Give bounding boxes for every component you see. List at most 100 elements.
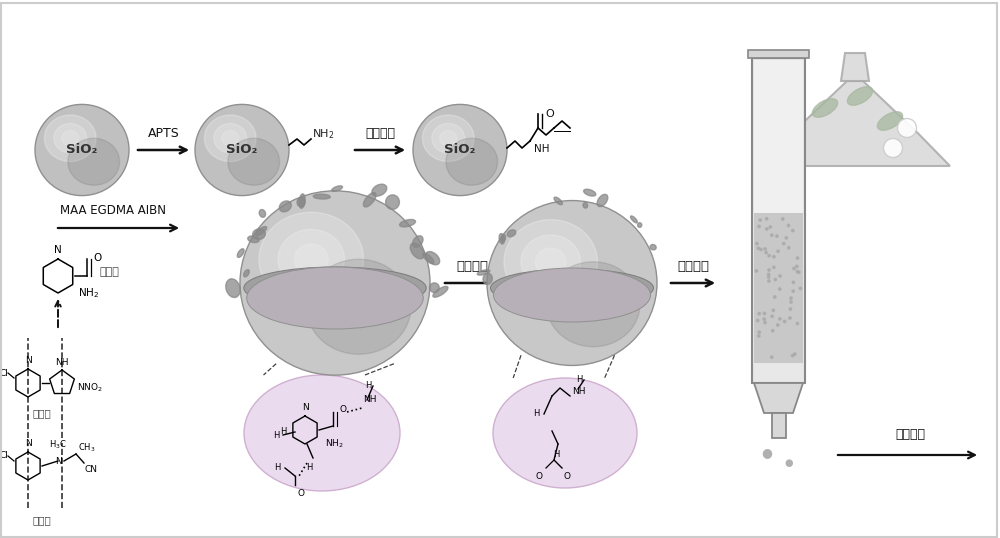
Ellipse shape bbox=[62, 131, 79, 146]
Circle shape bbox=[796, 265, 798, 267]
Text: 洗去模板: 洗去模板 bbox=[456, 260, 488, 273]
Ellipse shape bbox=[423, 253, 434, 264]
Ellipse shape bbox=[248, 236, 259, 243]
Circle shape bbox=[788, 246, 790, 249]
Text: H: H bbox=[273, 430, 279, 440]
Circle shape bbox=[796, 271, 799, 273]
Ellipse shape bbox=[244, 267, 426, 309]
Ellipse shape bbox=[504, 220, 597, 304]
Ellipse shape bbox=[432, 123, 465, 153]
Text: H: H bbox=[553, 450, 559, 459]
Circle shape bbox=[796, 257, 799, 259]
Text: ●: ● bbox=[784, 458, 793, 468]
Circle shape bbox=[767, 273, 770, 275]
Ellipse shape bbox=[493, 378, 637, 488]
Circle shape bbox=[772, 330, 774, 332]
Circle shape bbox=[794, 353, 796, 355]
Ellipse shape bbox=[244, 270, 249, 277]
Text: 湿法装柱: 湿法装柱 bbox=[677, 260, 709, 273]
Ellipse shape bbox=[278, 229, 344, 289]
Text: APTS: APTS bbox=[148, 127, 179, 140]
Polygon shape bbox=[841, 53, 869, 81]
Text: NH$_2$: NH$_2$ bbox=[325, 437, 343, 450]
Ellipse shape bbox=[650, 244, 656, 250]
Circle shape bbox=[773, 266, 775, 268]
Circle shape bbox=[755, 270, 758, 272]
Text: CN: CN bbox=[84, 465, 97, 475]
Text: 茶提取物: 茶提取物 bbox=[895, 428, 925, 441]
Ellipse shape bbox=[256, 226, 267, 235]
Ellipse shape bbox=[521, 235, 580, 288]
Ellipse shape bbox=[214, 123, 247, 153]
Text: NNO$_2$: NNO$_2$ bbox=[77, 382, 103, 394]
Ellipse shape bbox=[487, 201, 657, 365]
Circle shape bbox=[758, 313, 760, 315]
Circle shape bbox=[774, 296, 776, 298]
Ellipse shape bbox=[433, 286, 448, 297]
Circle shape bbox=[771, 234, 773, 236]
Circle shape bbox=[779, 317, 781, 320]
Text: NH$_2$: NH$_2$ bbox=[78, 286, 100, 300]
Ellipse shape bbox=[35, 104, 129, 196]
Circle shape bbox=[782, 218, 784, 220]
Ellipse shape bbox=[446, 138, 498, 185]
Text: NH: NH bbox=[363, 395, 376, 405]
Text: O: O bbox=[297, 489, 304, 498]
Circle shape bbox=[756, 320, 759, 322]
Circle shape bbox=[769, 226, 772, 228]
Text: H: H bbox=[306, 463, 312, 472]
Text: SiO₂: SiO₂ bbox=[66, 144, 98, 157]
Circle shape bbox=[772, 309, 775, 312]
Circle shape bbox=[763, 312, 766, 315]
Text: Cl: Cl bbox=[0, 369, 8, 378]
Text: MAA EGDMA AIBN: MAA EGDMA AIBN bbox=[60, 203, 166, 216]
Polygon shape bbox=[754, 383, 803, 413]
Ellipse shape bbox=[638, 223, 642, 228]
Circle shape bbox=[792, 281, 795, 284]
Circle shape bbox=[763, 318, 765, 320]
Ellipse shape bbox=[297, 197, 305, 207]
Ellipse shape bbox=[546, 262, 640, 347]
Ellipse shape bbox=[237, 249, 244, 257]
Ellipse shape bbox=[430, 283, 439, 293]
Ellipse shape bbox=[422, 115, 474, 161]
Polygon shape bbox=[772, 413, 786, 438]
Text: H: H bbox=[275, 463, 281, 471]
Circle shape bbox=[765, 217, 768, 220]
Ellipse shape bbox=[584, 189, 596, 196]
Circle shape bbox=[766, 228, 768, 230]
Circle shape bbox=[768, 280, 770, 282]
Ellipse shape bbox=[597, 194, 608, 207]
Text: ●: ● bbox=[761, 447, 772, 459]
Circle shape bbox=[758, 225, 760, 228]
Text: CH$_3$: CH$_3$ bbox=[78, 442, 96, 454]
Ellipse shape bbox=[499, 233, 504, 244]
Text: H$_3$C: H$_3$C bbox=[49, 438, 67, 451]
Circle shape bbox=[773, 256, 775, 258]
Polygon shape bbox=[754, 213, 803, 363]
Circle shape bbox=[793, 267, 795, 270]
Polygon shape bbox=[754, 60, 803, 213]
Ellipse shape bbox=[386, 195, 399, 209]
Circle shape bbox=[768, 269, 770, 271]
Text: N: N bbox=[25, 439, 31, 448]
Polygon shape bbox=[760, 81, 950, 166]
Circle shape bbox=[799, 287, 802, 289]
Ellipse shape bbox=[44, 115, 96, 161]
Circle shape bbox=[789, 308, 792, 310]
Circle shape bbox=[767, 276, 770, 278]
Ellipse shape bbox=[410, 243, 424, 259]
Ellipse shape bbox=[493, 268, 651, 322]
Ellipse shape bbox=[279, 201, 291, 212]
Ellipse shape bbox=[204, 115, 256, 161]
Circle shape bbox=[898, 118, 916, 138]
Circle shape bbox=[758, 335, 760, 337]
Text: SiO₂: SiO₂ bbox=[226, 144, 258, 157]
Ellipse shape bbox=[259, 212, 364, 306]
Ellipse shape bbox=[247, 267, 423, 329]
Circle shape bbox=[783, 320, 786, 323]
Circle shape bbox=[796, 322, 799, 325]
Circle shape bbox=[764, 248, 766, 250]
Text: N: N bbox=[25, 356, 31, 365]
Ellipse shape bbox=[222, 131, 239, 146]
